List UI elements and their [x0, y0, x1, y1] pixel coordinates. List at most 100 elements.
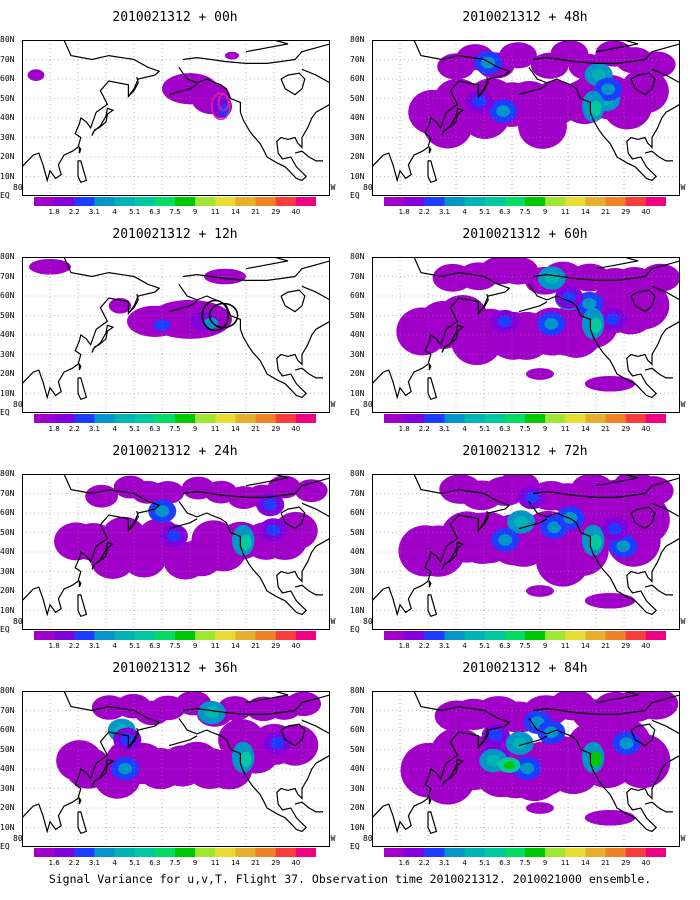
colorbar-label: 14 — [230, 425, 240, 433]
lat-tick-label: 50N — [350, 527, 365, 537]
variance-contour-fill — [582, 297, 597, 310]
coastline — [22, 40, 161, 183]
coastline — [441, 324, 465, 353]
map-gridlines — [22, 257, 330, 413]
colorbar-label: 2.2 — [418, 208, 430, 216]
colorbar-swatch — [54, 414, 75, 423]
lat-tick-label: 70N — [350, 488, 365, 498]
coastline — [441, 541, 465, 570]
colorbar-swatch — [404, 631, 425, 640]
lat-tick-label: 10N — [0, 822, 15, 832]
variance-contour-fill — [631, 476, 674, 506]
coastline — [595, 474, 639, 487]
coastline — [644, 584, 673, 596]
coastline — [91, 541, 115, 570]
colorbar-swatch — [464, 631, 486, 640]
colorbar-swatch — [134, 631, 156, 640]
coastline — [91, 107, 115, 136]
colorbar-label: 14 — [580, 859, 590, 867]
colorbar-swatch — [565, 631, 586, 640]
colorbar-swatch — [645, 631, 666, 640]
map-frame — [22, 691, 330, 847]
coastline — [22, 474, 161, 617]
colorbar-swatch — [255, 631, 277, 640]
variance-contour-fill — [591, 68, 606, 81]
colorbar-swatch — [275, 414, 297, 423]
panel-title: 2010021312 + 84h — [462, 661, 588, 676]
colorbar-swatch — [565, 848, 586, 857]
colorbar-swatch — [74, 197, 95, 206]
map-frame — [22, 257, 330, 413]
coastline — [280, 289, 306, 313]
variance-contour-fill — [605, 313, 620, 326]
lat-tick-label: 30N — [350, 783, 365, 793]
coastline — [428, 362, 432, 371]
colorbar-swatch — [484, 631, 506, 640]
colorbar-label: 4 — [462, 642, 467, 650]
coastline — [477, 76, 489, 97]
lat-tick-label: 70N — [350, 271, 365, 281]
colorbar-label: 14 — [230, 859, 240, 867]
coastline — [245, 691, 289, 704]
coastlines — [372, 474, 680, 618]
coastline — [127, 510, 139, 531]
coastlines — [22, 40, 330, 184]
colorbar — [384, 631, 666, 640]
lat-tick-label: 80N — [350, 35, 365, 44]
coastline — [441, 107, 465, 136]
shaded-field — [29, 258, 246, 339]
colorbar-swatch — [74, 848, 95, 857]
panel-title: 2010021312 + 48h — [462, 10, 588, 25]
colorbar-label: 3.1 — [88, 208, 100, 216]
coastlines — [22, 474, 330, 618]
map-frame — [372, 257, 680, 413]
colorbar-label: 2.2 — [68, 208, 80, 216]
coastline — [428, 796, 432, 805]
map-gridlines — [22, 691, 330, 847]
panel-title: 2010021312 + 12h — [112, 227, 238, 242]
variance-contour-fill — [620, 68, 669, 114]
lat-tick-label: 60N — [0, 291, 15, 300]
map-frame — [372, 474, 680, 630]
coastline — [280, 506, 306, 530]
colorbar-label: 11 — [560, 425, 570, 433]
colorbar-label: 2.2 — [68, 642, 80, 650]
lat-tick-label: 80N — [350, 252, 365, 261]
colorbar-label: 9 — [542, 642, 548, 650]
colorbar-swatch — [54, 848, 75, 857]
colorbar-label: 1.8 — [398, 208, 410, 216]
lat-tick-label: 60N — [0, 74, 15, 83]
colorbar-swatch — [404, 197, 425, 206]
colorbar-swatch — [34, 414, 55, 423]
lat-tick-label: 40N — [0, 764, 15, 773]
lat-tick-label: 20N — [0, 369, 15, 378]
coastline — [441, 758, 465, 787]
colorbar-label: 6.3 — [499, 425, 511, 433]
colorbar-swatch — [215, 848, 236, 857]
lat-tick-label: 40N — [350, 330, 365, 339]
lat-tick-label: EQ — [350, 625, 360, 634]
coastline — [595, 691, 639, 704]
colorbar-label: 40 — [641, 642, 651, 650]
coastline — [644, 150, 673, 162]
colorbar-label: 29 — [621, 425, 631, 433]
colorbar-label: 9 — [192, 642, 198, 650]
colorbar-label: 11 — [560, 642, 570, 650]
variance-contour-fill — [499, 42, 537, 69]
colorbar-label: 6.3 — [149, 425, 161, 433]
colorbar-swatch — [255, 197, 277, 206]
lat-tick-label: 70N — [350, 705, 365, 715]
colorbar-label: 14 — [580, 642, 590, 650]
colorbar-label: 3.1 — [438, 208, 450, 216]
colorbar-swatch — [215, 197, 236, 206]
colorbar — [384, 414, 666, 423]
coastline — [518, 84, 548, 96]
lat-tick-label: 40N — [350, 547, 365, 556]
lat-tick-label: 20N — [350, 586, 365, 595]
colorbar-swatch — [94, 848, 116, 857]
forecast-panel-12h: 2010021312 + 12h 80N 70N 60N 50N 40N 30N 20N 10N… — [0, 217, 350, 433]
coastlines — [372, 40, 680, 184]
colorbar-label: 1.8 — [48, 642, 60, 650]
colorbar-label: 40 — [291, 642, 301, 650]
map-gridlines — [22, 40, 330, 196]
